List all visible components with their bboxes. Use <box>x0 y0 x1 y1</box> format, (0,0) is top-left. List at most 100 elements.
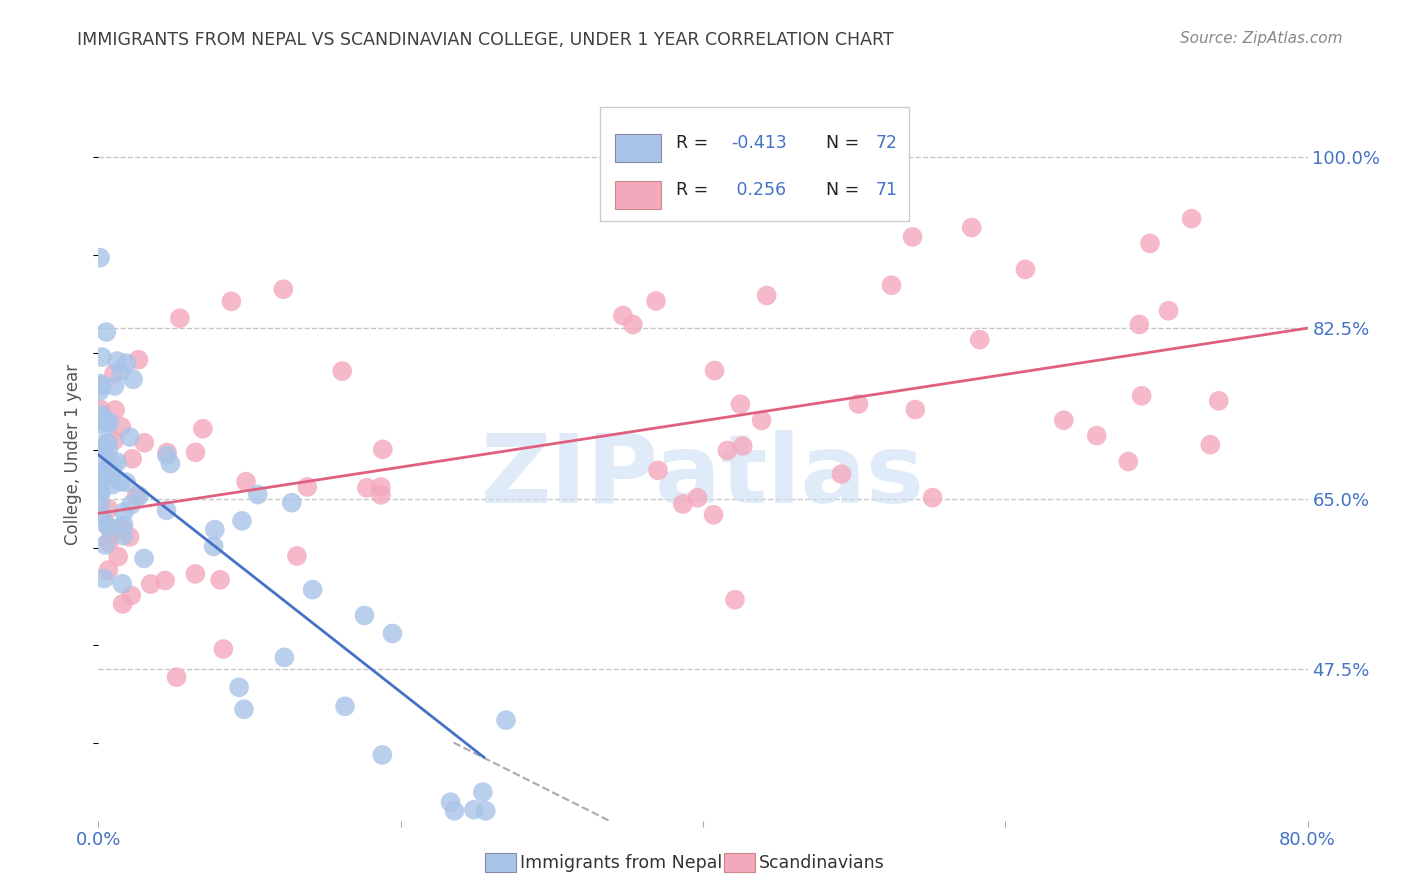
Point <box>381 626 404 640</box>
Point <box>191 422 214 436</box>
Text: Scandinavians: Scandinavians <box>759 854 884 871</box>
Point <box>751 413 773 427</box>
Point <box>475 804 498 818</box>
Point <box>921 491 943 505</box>
Point <box>356 481 378 495</box>
Point <box>111 576 134 591</box>
Point <box>112 517 135 532</box>
Point <box>89 384 111 398</box>
Point <box>1116 454 1139 468</box>
Point <box>370 480 392 494</box>
Point <box>755 288 778 302</box>
Point <box>89 376 111 391</box>
Point <box>103 379 125 393</box>
Point <box>1128 318 1150 332</box>
Point <box>110 475 132 489</box>
Point <box>1130 389 1153 403</box>
Point <box>89 477 111 491</box>
Point <box>1014 262 1036 277</box>
Point <box>169 311 191 326</box>
Point <box>330 364 353 378</box>
Point <box>443 804 465 818</box>
Point <box>90 408 112 422</box>
Text: -0.413: -0.413 <box>731 134 786 152</box>
Point <box>120 498 142 512</box>
Point <box>90 378 112 392</box>
Point <box>96 325 118 339</box>
Point <box>612 309 634 323</box>
Point <box>93 572 115 586</box>
Point <box>90 350 112 364</box>
Point <box>122 372 145 386</box>
FancyBboxPatch shape <box>614 134 661 161</box>
Text: Source: ZipAtlas.com: Source: ZipAtlas.com <box>1180 31 1343 46</box>
Y-axis label: College, Under 1 year: College, Under 1 year <box>65 364 83 546</box>
Point <box>101 477 124 491</box>
Point <box>301 582 323 597</box>
Point <box>166 670 188 684</box>
Point <box>280 496 302 510</box>
Text: ZIPatlas: ZIPatlas <box>481 430 925 524</box>
Point <box>273 282 295 296</box>
Point <box>103 434 125 448</box>
Point <box>97 563 120 577</box>
Point <box>204 523 226 537</box>
Point <box>880 278 903 293</box>
Point <box>672 497 695 511</box>
Point <box>110 364 132 378</box>
Point <box>285 549 308 563</box>
Point <box>184 445 207 459</box>
Point <box>439 795 461 809</box>
Point <box>703 363 725 377</box>
Point <box>1053 413 1076 427</box>
Text: N =: N = <box>815 181 865 199</box>
Point <box>686 491 709 505</box>
Point <box>104 403 127 417</box>
Point <box>235 475 257 489</box>
Point <box>97 520 120 534</box>
Point <box>221 294 243 309</box>
Point <box>94 440 117 454</box>
Point <box>645 293 668 308</box>
Point <box>98 466 121 480</box>
Point <box>159 457 181 471</box>
Point <box>115 475 138 490</box>
Point <box>471 785 494 799</box>
Point <box>353 608 375 623</box>
Point <box>105 455 128 469</box>
Point <box>93 467 115 481</box>
Point <box>127 352 149 367</box>
Point <box>901 230 924 244</box>
Point <box>730 397 752 411</box>
Point <box>103 367 125 381</box>
Point <box>156 445 179 459</box>
Point <box>1199 438 1222 452</box>
Point <box>89 251 111 265</box>
Point <box>93 458 115 473</box>
Point <box>202 540 225 554</box>
Point <box>333 699 356 714</box>
Point <box>97 461 120 475</box>
Point <box>97 501 120 516</box>
Point <box>1139 236 1161 251</box>
Text: Immigrants from Nepal: Immigrants from Nepal <box>520 854 723 871</box>
Point <box>969 333 991 347</box>
FancyBboxPatch shape <box>614 181 661 209</box>
Point <box>94 419 117 434</box>
Point <box>155 503 177 517</box>
Point <box>89 496 111 510</box>
Text: N =: N = <box>815 134 865 152</box>
Point <box>371 442 394 457</box>
Text: R =: R = <box>676 134 714 152</box>
Point <box>98 462 121 476</box>
Point <box>1085 428 1108 442</box>
Point <box>96 469 118 483</box>
Point <box>98 535 121 549</box>
Point <box>731 439 754 453</box>
Point <box>107 549 129 564</box>
Point <box>101 467 124 481</box>
Point <box>94 415 117 429</box>
Point <box>93 442 115 457</box>
Point <box>105 354 128 368</box>
Point <box>115 356 138 370</box>
